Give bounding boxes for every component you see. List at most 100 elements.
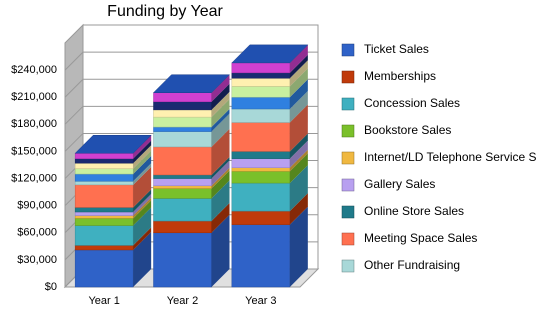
bar-segment: [231, 167, 291, 172]
bar-side: [289, 79, 308, 109]
bar-top: [231, 44, 309, 64]
bar-segment: [74, 225, 134, 246]
bar-side: [211, 109, 230, 132]
bar-top: [74, 135, 152, 154]
legend-swatch: [341, 43, 355, 57]
legend-swatch: [341, 151, 355, 165]
bar-side: [133, 231, 152, 287]
bar-segment: [74, 215, 134, 219]
bar-side: [211, 180, 230, 222]
bar-segment: [74, 168, 134, 175]
legend-swatch: [341, 178, 355, 192]
bar-segment: [231, 108, 291, 123]
bar-segment: [231, 182, 291, 212]
bar-side: [289, 133, 308, 159]
legend-swatch: [341, 232, 355, 246]
bar-side: [289, 165, 308, 212]
bar-segment: [231, 62, 291, 74]
bar-segment: [74, 249, 134, 288]
bar-side: [289, 149, 308, 172]
bar-segment: [231, 122, 291, 152]
bar-segment: [231, 151, 291, 159]
legend-swatch: [341, 97, 355, 111]
bar-side: [211, 203, 230, 233]
y-tick-label: $150,000: [11, 145, 57, 157]
bar-side: [133, 193, 152, 216]
bar-segment: [74, 181, 134, 186]
x-tick-label: Year 2: [167, 295, 198, 307]
bar-segment: [74, 211, 134, 216]
bar-side: [133, 166, 152, 208]
bar-segment: [153, 178, 212, 187]
bar-segment: [231, 77, 291, 87]
bar-segment: [74, 162, 134, 169]
bar-segment: [153, 220, 212, 234]
bar-side: [133, 150, 152, 175]
bar-segment: [153, 101, 212, 111]
bar-segment: [153, 185, 212, 189]
legend-swatch: [341, 205, 355, 219]
bar-segment: [231, 158, 291, 168]
bar-segment: [74, 173, 134, 182]
bar-segment: [153, 198, 212, 222]
bar-segment: [153, 131, 212, 148]
bar-segment: [153, 109, 212, 118]
y-tick-label: $30,000: [17, 254, 57, 266]
bar-segment: [231, 72, 291, 79]
bar-segment: [74, 158, 134, 164]
legend-label: Bookstore Sales: [364, 123, 451, 137]
y-tick-label: $120,000: [11, 172, 57, 184]
legend-label: Ticket Sales: [364, 42, 429, 56]
bar-side: [211, 128, 230, 175]
bar-side: [211, 214, 230, 287]
legend-label: Concession Sales: [364, 96, 460, 110]
bar-side: [289, 206, 308, 287]
bar-side: [289, 104, 308, 152]
bar-side: [133, 135, 152, 159]
bar-side: [289, 68, 308, 98]
y-tick-label: $0: [45, 281, 57, 293]
bar-side: [289, 90, 308, 123]
y-tick-label: $60,000: [17, 227, 57, 239]
bar-segment: [153, 232, 212, 288]
bar-segment: [153, 174, 212, 179]
bar-segment: [74, 184, 134, 208]
bar-side: [211, 167, 230, 189]
bar-side: [133, 227, 152, 250]
bar-segment: [231, 171, 291, 184]
bar-side: [133, 163, 152, 185]
bar-side: [133, 197, 152, 219]
legend-swatch: [341, 124, 355, 138]
legend-label: Gallery Sales: [364, 177, 435, 191]
bar-segment: [231, 224, 291, 288]
legend-label: Memberships: [364, 69, 436, 83]
bar-segment: [74, 153, 134, 159]
bar-side: [289, 140, 308, 168]
bar-side: [211, 74, 230, 102]
bar-segment: [74, 245, 134, 251]
bar-side: [133, 189, 152, 212]
bar-segment: [74, 218, 134, 226]
bar-segment: [231, 210, 291, 225]
x-tick-label: Year 1: [88, 295, 119, 307]
legend-label: Meeting Space Sales: [364, 231, 477, 245]
bar-segment: [153, 188, 212, 199]
bar-side: [211, 170, 230, 199]
bar-segment: [153, 116, 212, 128]
bar-side: [211, 91, 230, 118]
bar-segment: [231, 86, 291, 98]
bar-side: [133, 140, 152, 164]
bar-side: [133, 207, 152, 246]
bar-side: [211, 160, 230, 186]
bar-side: [289, 54, 308, 79]
bar-segment: [153, 92, 212, 102]
legend-swatch: [341, 70, 355, 84]
y-tick-label: $180,000: [11, 118, 57, 130]
bar-side: [211, 83, 230, 110]
bar-segment: [74, 207, 134, 213]
y-tick-label: $210,000: [11, 91, 57, 103]
legend-label: Internet/LD Telephone Service S: [364, 150, 537, 164]
bar-side: [133, 156, 152, 182]
bar-top: [152, 74, 231, 93]
grid-line-side: [64, 133, 84, 152]
